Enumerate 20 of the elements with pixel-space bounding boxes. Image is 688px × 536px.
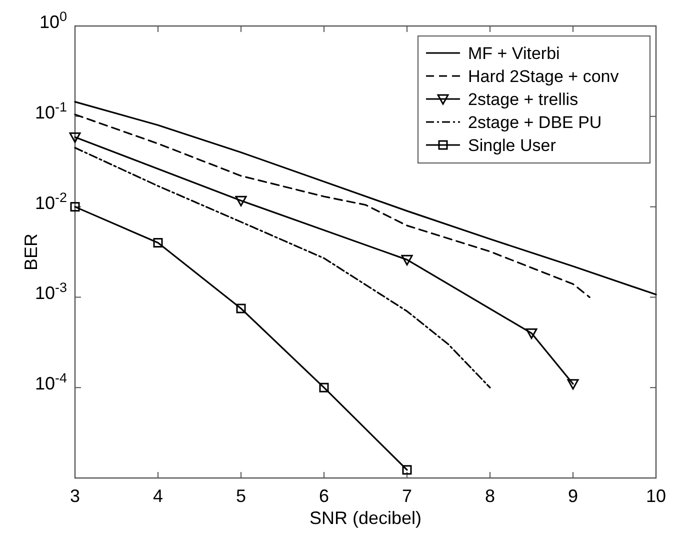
x-tick-label: 6 bbox=[318, 486, 330, 506]
legend-label: Single User bbox=[468, 136, 556, 155]
x-tick-label: 9 bbox=[568, 486, 578, 506]
y-tick-label: 10$^{-4}$ bbox=[34, 370, 68, 394]
legend-label: 2stage + trellis bbox=[468, 90, 578, 109]
x-tick-label: 7 bbox=[402, 486, 412, 506]
y-axis-title: BER bbox=[21, 233, 41, 271]
x-tick-label: 5 bbox=[236, 486, 246, 506]
y-tick-label: 10$^{-3}$ bbox=[34, 280, 67, 304]
y-tick-label: 10$^{0}$ bbox=[39, 8, 67, 32]
x-tick-label: 8 bbox=[484, 486, 496, 506]
y-tick-label: 10$^{-1}$ bbox=[34, 98, 67, 122]
x-tick-label: 3 bbox=[70, 486, 80, 506]
x-axis-title: SNR (decibel) bbox=[309, 508, 422, 528]
legend-label: 2stage + DBE PU bbox=[468, 113, 602, 132]
legend-label: Hard 2Stage + conv bbox=[468, 67, 620, 86]
legend-label: MF + Viterbi bbox=[468, 44, 560, 63]
x-tick-label: 10 bbox=[646, 486, 666, 506]
x-tick-label: 4 bbox=[152, 486, 164, 506]
y-tick-label: 10$^{-2}$ bbox=[34, 189, 67, 213]
